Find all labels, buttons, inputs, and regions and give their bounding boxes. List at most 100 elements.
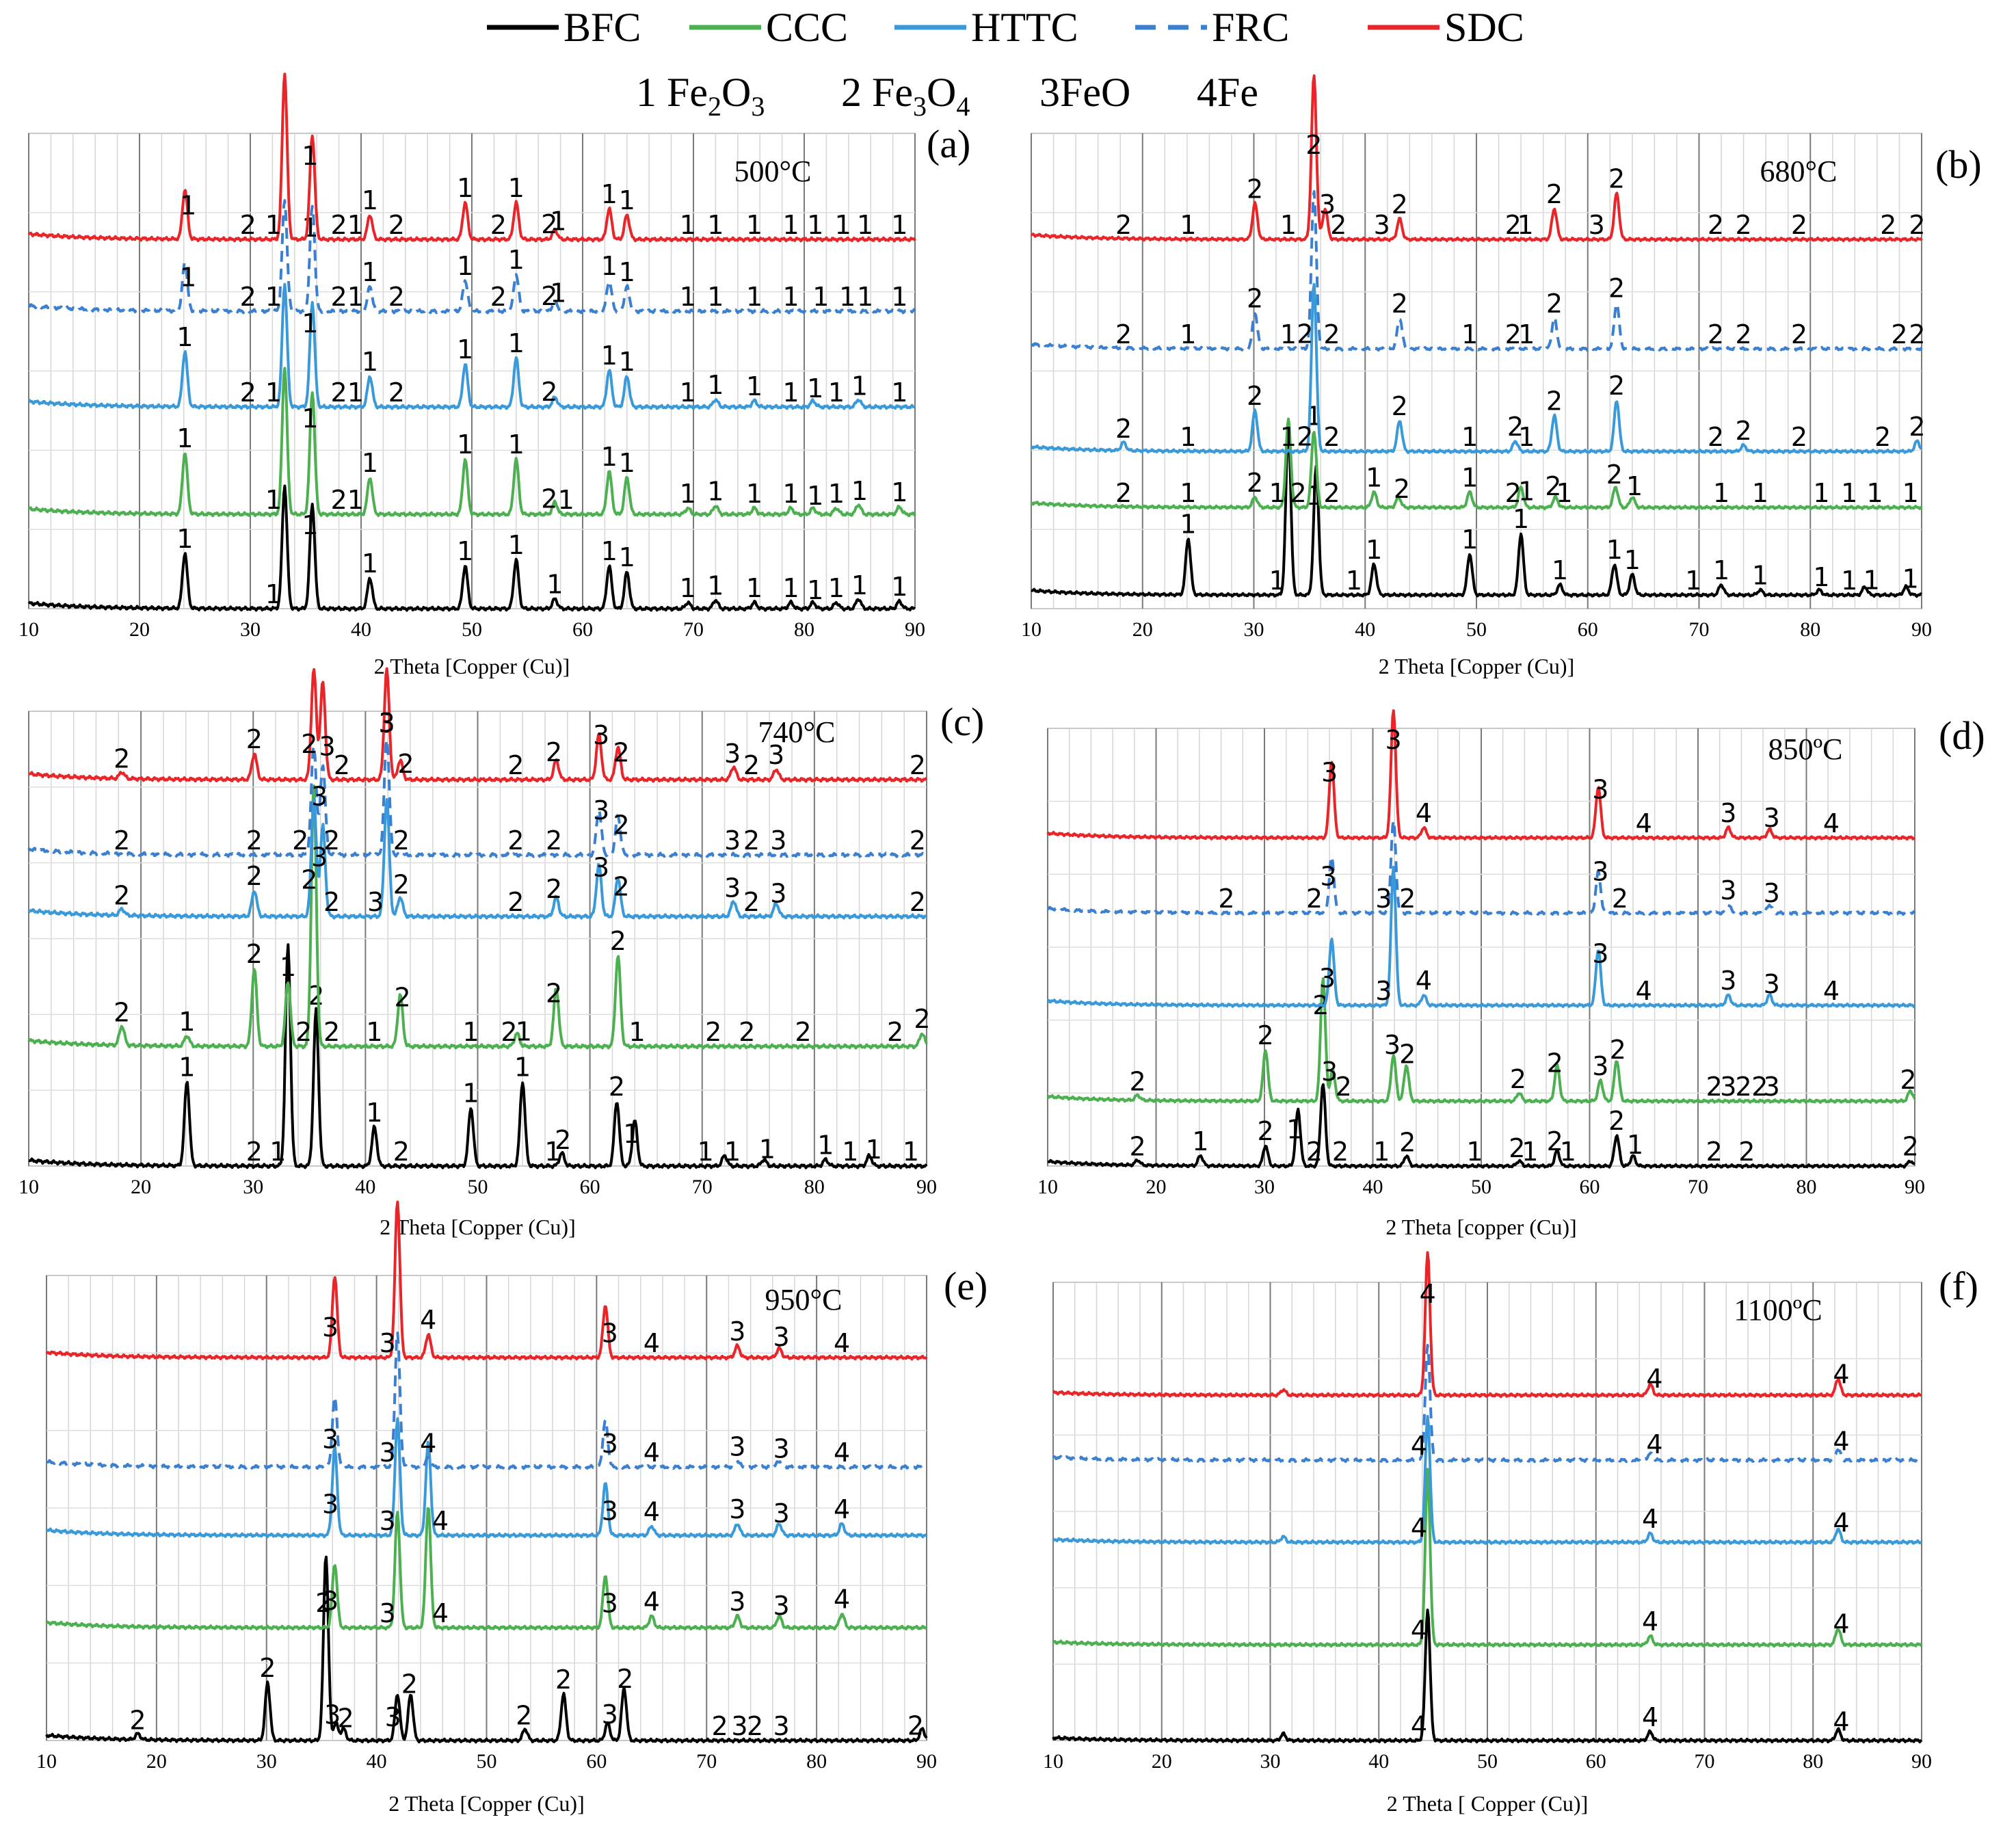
peak-phase-label: 2 <box>1306 884 1323 914</box>
peak-phase-label: 1 <box>516 1017 532 1047</box>
phase-label-1: 1 Fe2O3 <box>636 70 765 122</box>
peak-phase-label: 2 <box>795 1017 811 1047</box>
xrd-trace <box>1047 865 1916 1009</box>
peak-phase-label: 3 <box>1319 963 1336 993</box>
peak-phase-label: 1 <box>550 206 566 236</box>
temperature-label: 850ºC <box>1768 732 1843 766</box>
peak-phase-label: 3 <box>1375 884 1392 914</box>
xrd-trace <box>28 943 928 1169</box>
peak-phase-label: 2 <box>1505 478 1522 508</box>
peak-phase-label: 4 <box>420 1305 436 1335</box>
peak-phase-label: 2 <box>1736 416 1752 446</box>
legend-label: CCC <box>766 5 848 50</box>
peak-phase-label: 4 <box>432 1506 449 1536</box>
x-tick-label: 90 <box>1911 618 1932 641</box>
peak-phase-label: 2 <box>1909 412 1925 442</box>
xrd-trace <box>27 72 916 243</box>
peak-phase-label: 1 <box>842 1137 858 1167</box>
xrd-trace <box>27 784 928 1050</box>
peak-phase-label: 1 <box>362 448 378 478</box>
peak-phase-label: 2 <box>1115 210 1132 240</box>
peak-phase-label: 1 <box>807 210 823 240</box>
x-tick-label: 80 <box>804 1176 825 1198</box>
peak-phase-label: 1 <box>680 573 696 603</box>
peak-phase-label: 1 <box>180 263 196 293</box>
peak-phase-label: 3 <box>602 1588 618 1618</box>
peak-phase-label: 1 <box>601 442 618 472</box>
peak-phase-label: 2 <box>910 825 926 856</box>
peak-phase-label: 4 <box>1416 966 1432 996</box>
peak-phase-label: 1 <box>1269 566 1286 596</box>
peak-phase-label: 3 <box>729 1316 745 1347</box>
peak-phase-label: 1 <box>546 570 563 600</box>
peak-phase-label: 1 <box>891 210 907 240</box>
peak-phase-label: 1 <box>1841 478 1857 508</box>
peak-phase-label: 1 <box>782 210 799 240</box>
peak-phase-label: 2 <box>490 210 507 240</box>
xrd-trace <box>1052 1609 1923 1744</box>
peak-phase-label: 2 <box>1247 174 1263 204</box>
peak-phase-label: 2 <box>1323 478 1340 508</box>
peak-phase-label: 4 <box>1411 1615 1427 1645</box>
peak-phase-label: 2 <box>739 1017 755 1047</box>
peak-phase-label: 1 <box>619 185 635 215</box>
peak-phase-label: 2 <box>1330 210 1347 240</box>
peak-phase-label: 2 <box>1115 414 1132 444</box>
peak-phase-label: 1 <box>362 185 378 215</box>
peak-phase-label: 4 <box>644 1496 660 1526</box>
peak-phase-label: 4 <box>1646 1429 1662 1459</box>
peak-phase-label: 3 <box>1319 189 1336 220</box>
peak-phase-label: 3 <box>1385 725 1402 755</box>
legend-label: SDC <box>1444 5 1524 50</box>
x-tick-label: 70 <box>683 618 704 641</box>
peak-phase-label: 1 <box>746 573 762 603</box>
peak-phase-label: 4 <box>1420 1279 1436 1309</box>
xrd-trace <box>1047 819 1916 916</box>
peak-phase-label: 2 <box>546 825 562 856</box>
peak-phase-label: 2 <box>129 1706 146 1736</box>
peak-phase-label: 2 <box>743 887 760 917</box>
peak-phase-label: 2 <box>337 1704 354 1734</box>
x-tick-label: 20 <box>131 1176 151 1198</box>
peak-phase-label: 2 <box>1306 1137 1323 1167</box>
x-tick-label: 40 <box>1363 1176 1383 1198</box>
x-tick-label: 70 <box>1688 1176 1708 1198</box>
peak-phase-label: 1 <box>1606 535 1623 565</box>
peak-phase-label: 2 <box>393 825 410 856</box>
peak-phase-label: 2 <box>516 1701 532 1731</box>
peak-phase-label: 1 <box>619 347 635 377</box>
peak-phase-label: 2 <box>388 282 405 312</box>
xrd-trace <box>45 1555 928 1744</box>
peak-phase-label: 3 <box>1720 966 1736 996</box>
peak-phase-label: 1 <box>866 1135 882 1165</box>
legend-item-sdc: SDC <box>1368 5 1524 50</box>
peak-phase-label: 1 <box>891 572 907 602</box>
peak-phase-label: 1 <box>619 448 635 478</box>
peak-phase-label: 1 <box>903 1137 919 1167</box>
peak-phase-label: 1 <box>891 378 907 408</box>
peak-phase-label: 2 <box>1392 289 1408 319</box>
x-tick-label: 30 <box>240 618 261 641</box>
peak-phase-label: 2 <box>240 378 256 408</box>
peak-phase-label: 1 <box>746 479 762 509</box>
peak-phase-label: 1 <box>1685 566 1701 596</box>
peak-phase-label: 2 <box>705 1017 721 1047</box>
peak-phase-label: 1 <box>302 510 318 540</box>
peak-phase-label: 2 <box>1392 189 1408 220</box>
peak-phase-label: 2 <box>1247 381 1263 411</box>
peak-phase-label: 1 <box>891 477 907 507</box>
peak-phase-label: 1 <box>508 173 525 203</box>
peak-phase-label: 1 <box>514 1053 531 1083</box>
peak-phase-label: 2 <box>609 1072 625 1102</box>
peak-phase-label: 1 <box>839 282 856 312</box>
panel-letter: (c) <box>940 700 984 744</box>
peak-phase-label: 1 <box>366 1017 382 1047</box>
peak-phase-label: 1 <box>1626 471 1643 501</box>
peak-phase-label: 1 <box>812 282 829 312</box>
peak-phase-label: 1 <box>835 210 851 240</box>
